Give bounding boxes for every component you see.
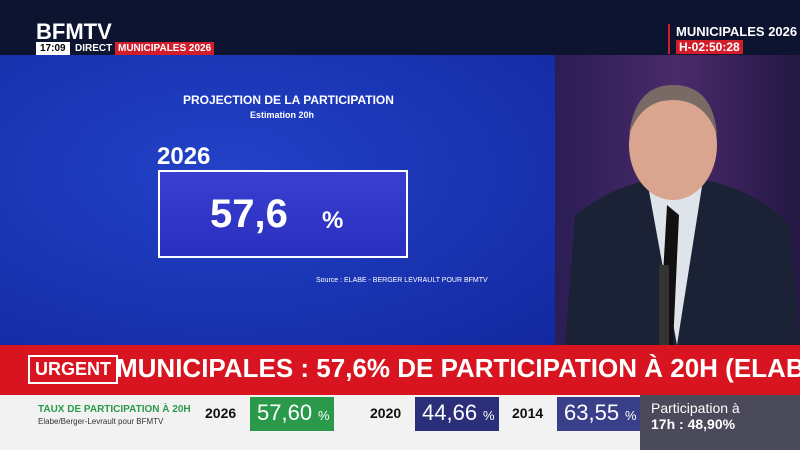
ticker-unit: % [318,408,330,423]
corner-title: MUNICIPALES 2026 [676,24,798,39]
panel-value: 57,6 [210,192,288,236]
side-line-1: Participation à [651,400,740,416]
ticker-value: 44,66 [422,400,478,425]
value-box [158,170,408,258]
panel-source: Source : ELABE - BERGER LEVRAULT POUR BF… [316,277,488,284]
live-label: DIRECT [75,43,113,54]
ticker-value: 63,55 [564,400,620,425]
clock: 17:09 [36,42,70,55]
ticker-unit: % [625,408,637,423]
logo: BFMTV [36,19,112,44]
side-line-2: 17h : 48,90% [651,416,736,432]
panel-year: 2026 [157,143,211,170]
ticker-title: TAUX DE PARTICIPATION À 20H [38,404,191,415]
panel-unit: % [322,207,344,234]
ticker-subtitle: Elabe/Berger-Levrault pour BFMTV [38,417,164,426]
urgent-banner [0,345,800,395]
ticker-year: 2026 [205,405,237,421]
ticker-year: 2020 [370,405,402,421]
panel-subtitle: Estimation 20h [250,110,315,120]
side-box [640,395,800,450]
show-tag: MUNICIPALES 2026 [115,42,215,55]
ticker-year: 2014 [512,405,544,421]
ticker-value: 57,60 [257,400,313,425]
countdown: H-02:50:28 [676,40,743,54]
ticker-box [415,397,499,431]
urgent-tag: URGENT [28,355,118,384]
presenter [565,85,800,345]
ticker-box [557,397,641,431]
corner-accent [668,24,670,54]
ticker-box [250,397,334,431]
panel-title: PROJECTION DE LA PARTICIPATION [183,93,394,107]
ticker-unit: % [483,408,495,423]
headline: MUNICIPALES : 57,6% DE PARTICIPATION À 2… [116,353,800,383]
